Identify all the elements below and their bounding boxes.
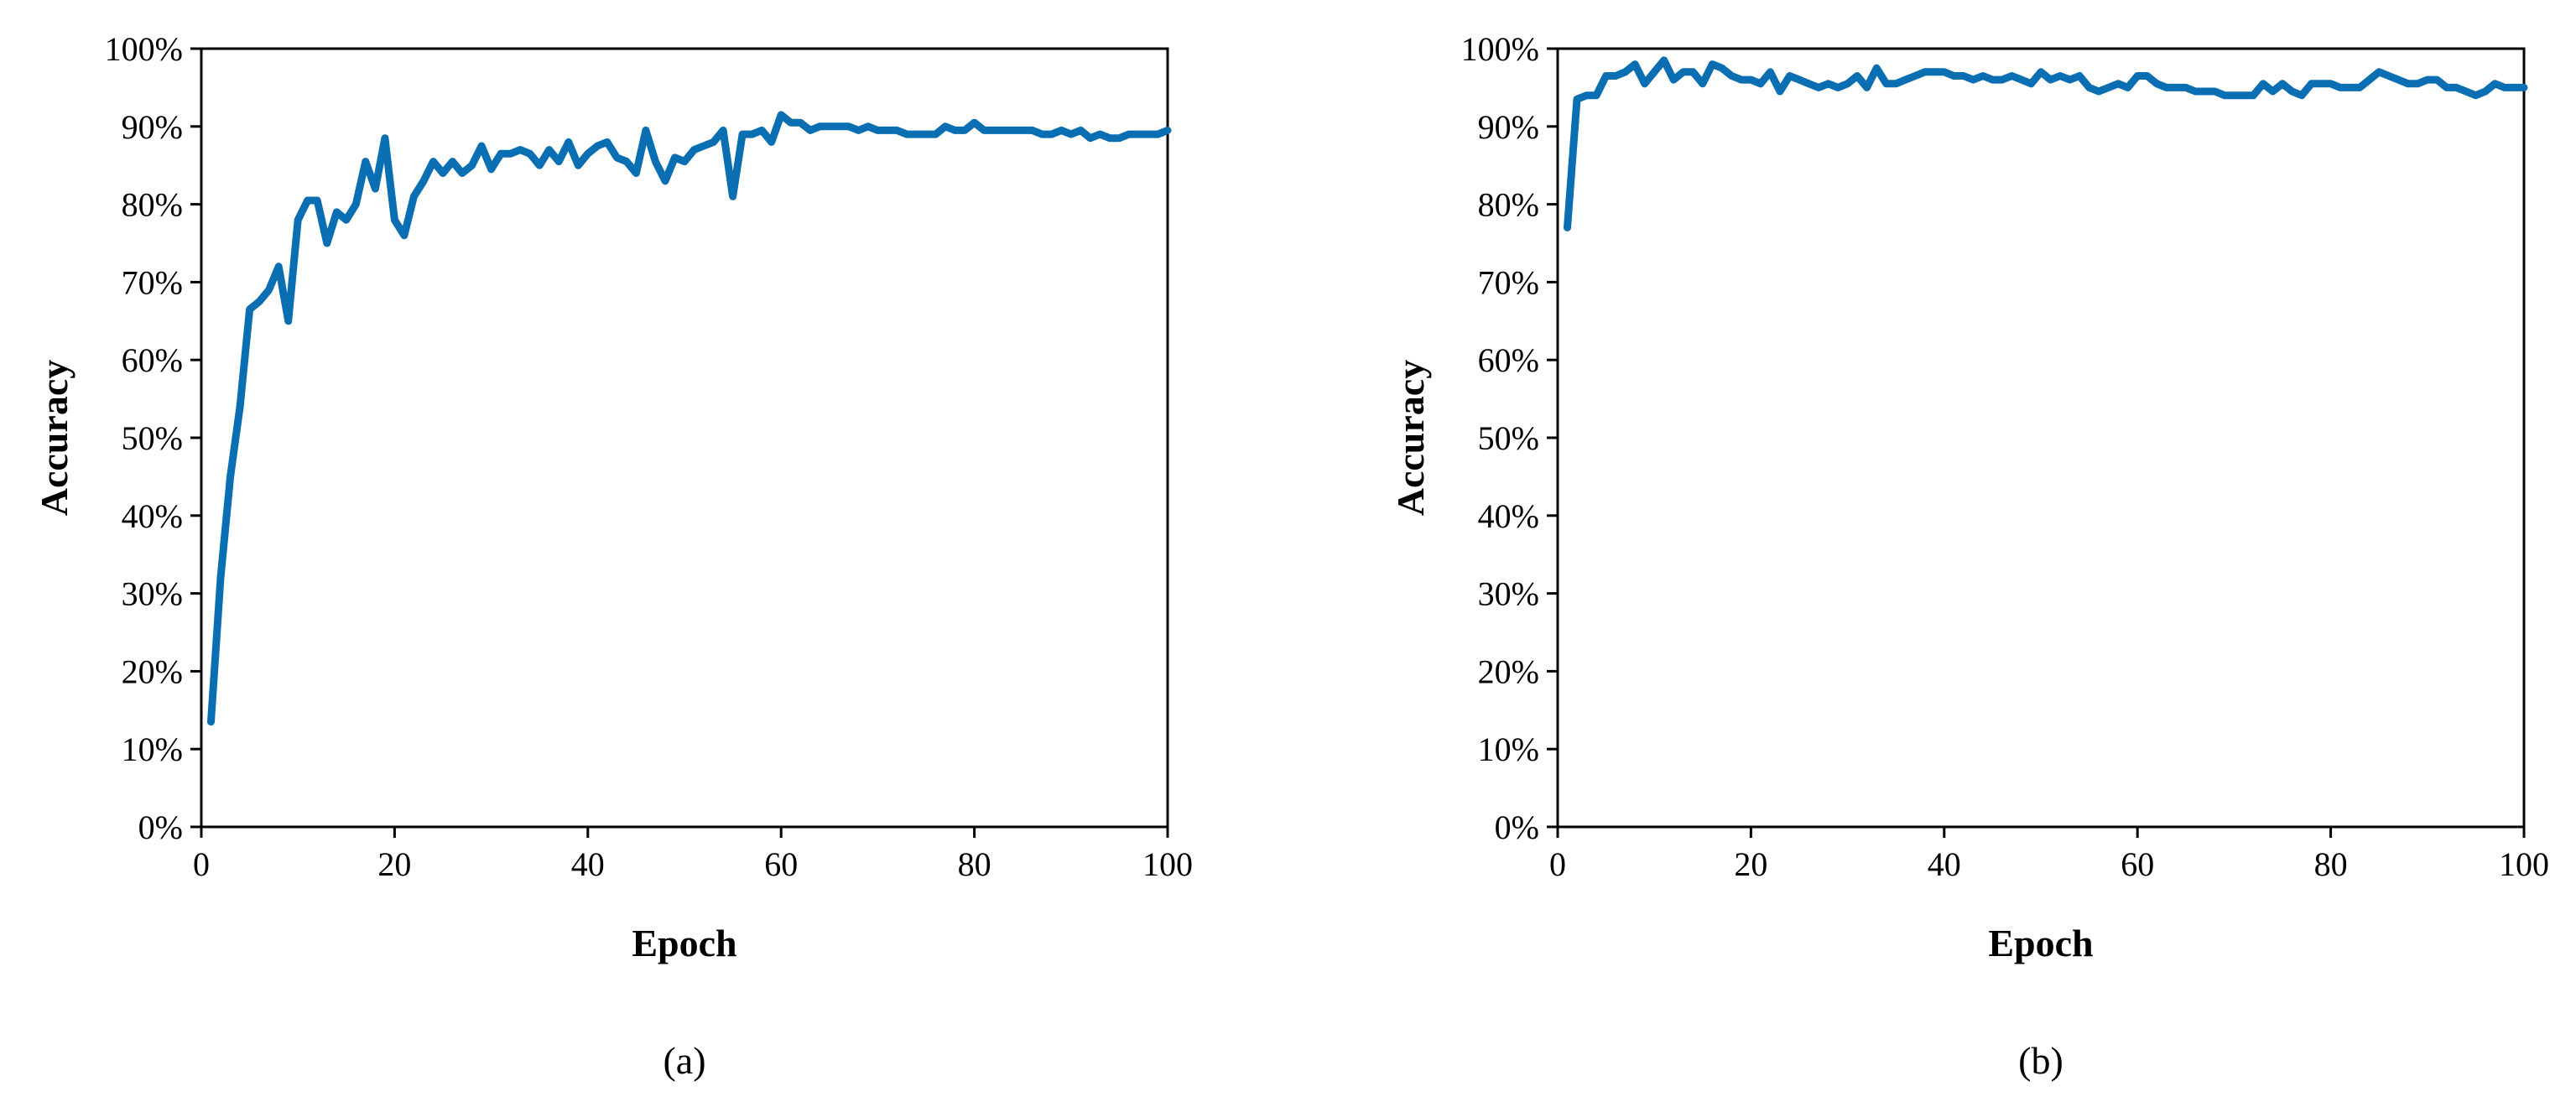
y-tick-label: 60% [1478, 341, 1539, 379]
y-tick-label: 0% [138, 808, 183, 846]
x-tick-label: 80 [958, 845, 991, 883]
series-line-accuracy [207, 111, 1172, 726]
y-tick-label: 40% [1478, 497, 1539, 535]
y-tick-label: 90% [122, 108, 183, 146]
y-tick-label: 10% [122, 730, 183, 768]
y-axis-label: Accuracy [33, 360, 75, 516]
y-axis-label: Accuracy [1389, 360, 1432, 516]
chart-panel-b: 0% 10% 20% 30% 40% 50% 60% 70% 80% 90% 100% 0 20 40 6… [1389, 30, 2549, 1082]
y-tick-label: 100% [105, 30, 183, 68]
panel-label: (b) [2018, 1039, 2063, 1082]
y-tick-label: 50% [1478, 419, 1539, 457]
plot-area-frame [200, 47, 1169, 829]
x-tick-label: 0 [1549, 845, 1566, 883]
x-tick-label: 40 [571, 845, 605, 883]
y-tick-label: 50% [122, 419, 183, 457]
y-tick-label: 30% [1478, 575, 1539, 613]
x-tick-label: 80 [2314, 845, 2348, 883]
y-axis-ticks: 0% 10% 20% 30% 40% 50% 60% 70% 80% 90% 100% [105, 30, 201, 846]
y-tick-label: 70% [122, 263, 183, 301]
y-tick-label: 0% [1495, 808, 1539, 846]
y-tick-label: 20% [1478, 652, 1539, 690]
x-axis-label: Epoch [632, 922, 736, 964]
y-tick-label: 10% [1478, 730, 1539, 768]
y-tick-label: 90% [1478, 108, 1539, 146]
series-line-accuracy [1564, 56, 2528, 231]
x-tick-label: 20 [377, 845, 411, 883]
chart-panel-a: 0% 10% 20% 30% 40% 50% 60% 70% 80% 90% 100% 0 20 40 6… [33, 30, 1193, 1082]
plot-area-frame [1556, 47, 2526, 829]
series-layer [1564, 56, 2528, 231]
x-axis-ticks: 0 20 40 60 80 100 [193, 827, 1193, 883]
series-layer [207, 111, 1172, 726]
panel-label: (a) [663, 1039, 705, 1082]
y-tick-label: 70% [1478, 263, 1539, 301]
x-tick-label: 20 [1734, 845, 1767, 883]
y-tick-label: 30% [122, 575, 183, 613]
y-tick-label: 60% [122, 341, 183, 379]
y-tick-label: 80% [1478, 186, 1539, 224]
y-tick-label: 100% [1461, 30, 1539, 68]
x-tick-label: 40 [1928, 845, 1961, 883]
x-tick-label: 0 [193, 845, 210, 883]
y-tick-label: 80% [122, 186, 183, 224]
y-axis-ticks: 0% 10% 20% 30% 40% 50% 60% 70% 80% 90% 100% [1461, 30, 1558, 846]
x-axis-label: Epoch [1988, 922, 2093, 964]
x-tick-label: 60 [764, 845, 798, 883]
x-tick-label: 100 [1142, 845, 1193, 883]
x-tick-label: 60 [2121, 845, 2154, 883]
x-tick-label: 100 [2499, 845, 2549, 883]
x-axis-ticks: 0 20 40 60 80 100 [1549, 827, 2549, 883]
y-tick-label: 20% [122, 652, 183, 690]
y-tick-label: 40% [122, 497, 183, 535]
